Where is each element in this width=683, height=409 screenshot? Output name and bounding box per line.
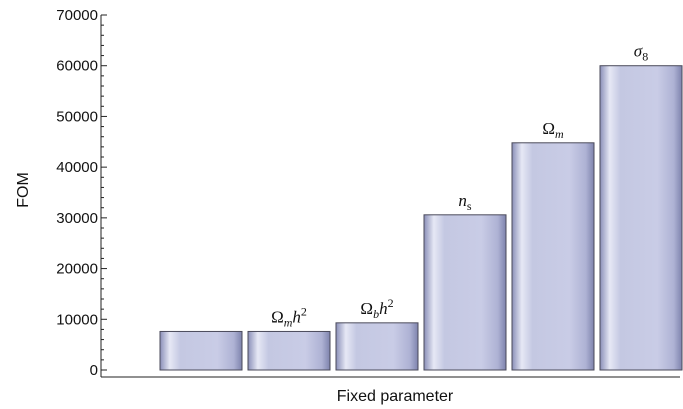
- bar: [160, 331, 242, 370]
- bar-label: Ωmh2: [271, 304, 307, 329]
- bar: [512, 143, 594, 370]
- y-tick-label: 0: [90, 362, 98, 379]
- y-tick-label: 10000: [56, 311, 98, 328]
- bar-label: Ωbh2: [360, 296, 393, 321]
- bar: [248, 331, 330, 370]
- bar: [600, 66, 682, 370]
- y-tick-label: 60000: [56, 58, 98, 75]
- y-tick-label: 70000: [56, 7, 98, 24]
- bar: [336, 323, 418, 370]
- bar: [424, 215, 506, 370]
- x-axis-title: Fixed parameter: [337, 388, 454, 405]
- bar-label: σ8: [634, 42, 648, 64]
- y-tick-label: 50000: [56, 108, 98, 125]
- y-tick-label: 40000: [56, 159, 98, 176]
- y-axis-title: FOM: [15, 172, 32, 208]
- y-tick-label: 30000: [56, 210, 98, 227]
- y-tick-label: 20000: [56, 261, 98, 278]
- bar-label: Ωm: [542, 119, 564, 141]
- chart-bars: [160, 66, 682, 370]
- bar-label: ns: [458, 191, 472, 213]
